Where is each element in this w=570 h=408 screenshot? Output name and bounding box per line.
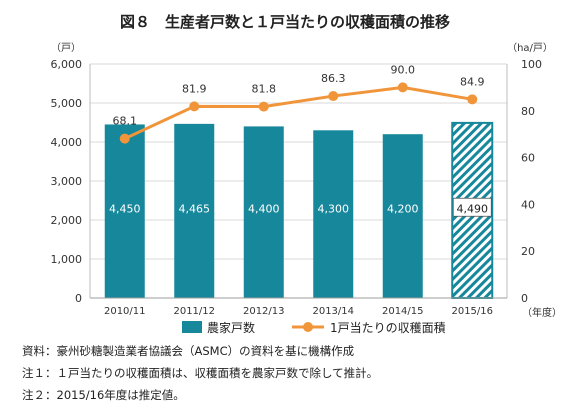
bar-value-label: 4,490: [457, 202, 489, 215]
legend-bar-label: 農家戸数: [207, 320, 255, 335]
x-axis-unit: （年度）: [522, 306, 562, 319]
left-tick-label: 3,000: [51, 175, 83, 188]
chart-title: 図８ 生産者戸数と１戸当たりの収穫面積の推移: [120, 13, 450, 31]
bar: [313, 130, 354, 298]
left-tick-label: 0: [75, 292, 82, 305]
line-value-label: 84.9: [460, 75, 485, 88]
right-tick-label: 80: [521, 105, 535, 118]
left-tick-label: 1,000: [51, 253, 83, 266]
category-label: 2011/12: [173, 306, 215, 317]
right-tick-label: 0: [521, 292, 528, 305]
legend-line-marker: [303, 322, 313, 332]
left-tick-label: 6,000: [51, 58, 83, 71]
bar-value-label: 4,400: [248, 202, 280, 215]
area-line: [124, 85, 473, 141]
bar-label-box: [452, 197, 492, 217]
bar: [382, 134, 423, 298]
line-point: [258, 101, 269, 112]
line-point: [397, 82, 408, 93]
notes: 資料：豪州砂糖製造業者協議会（ASMC）の資料を基に機構作成 注１：１戸当たりの…: [22, 340, 378, 406]
legend-line-label: 1戸当たりの収穫面積: [330, 320, 446, 335]
left-tick-label: 2,000: [51, 214, 83, 227]
right-tick-label: 20: [521, 245, 535, 258]
line-point: [119, 133, 130, 144]
line-value-label: 81.8: [252, 83, 277, 96]
right-tick-label: 40: [521, 198, 535, 211]
gridlines: [90, 63, 507, 299]
line-value-label: 90.0: [391, 63, 416, 76]
legend: 農家戸数 1戸当たりの収穫面積: [182, 320, 446, 335]
bar: [104, 124, 145, 298]
line-value-label: 68.1: [113, 115, 138, 128]
category-label: 2015/16: [451, 306, 493, 317]
right-tick-label: 100: [521, 58, 542, 71]
line-value-label: 81.9: [182, 82, 207, 95]
category-label: 2014/15: [382, 306, 424, 317]
bar-value-label: 4,465: [179, 202, 211, 215]
line-series: 68.1 81.9 81.8 86.3 90.0 84.9: [113, 63, 485, 144]
legend-bar-swatch: [182, 321, 202, 333]
bar-value-label: 4,450: [109, 202, 141, 215]
line-value-label: 86.3: [321, 72, 346, 85]
line-point: [189, 101, 200, 112]
line-point: [467, 94, 478, 105]
line-point: [328, 91, 339, 102]
bar: [174, 123, 215, 299]
source-note: 資料：豪州砂糖製造業者協議会（ASMC）の資料を基に機構作成: [22, 344, 355, 358]
bar-value-label: 4,300: [318, 202, 350, 215]
right-axis-unit: （ha/戸）: [507, 42, 553, 54]
category-label: 2010/11: [104, 306, 146, 317]
left-tick-label: 5,000: [51, 97, 83, 110]
bar-value-label: 4,200: [387, 202, 419, 215]
left-tick-label: 4,000: [51, 136, 83, 149]
axes: 0 1,000 2,000 3,000 4,000 5,000 6,000 0 20 40 60 80…: [51, 58, 543, 317]
note-1: 注１：１戸当たりの収穫面積は、収穫面積を農家戸数で除して推計。: [22, 366, 379, 380]
category-label: 2012/13: [243, 306, 285, 317]
note-2: 注２：2015/16年度は推定値。: [22, 388, 185, 402]
category-label: 2013/14: [312, 306, 354, 317]
left-axis-unit: （戸）: [51, 42, 81, 54]
right-tick-label: 60: [521, 152, 535, 165]
bar-series: 4,450 4,465 4,400 4,300 4,200 4,490: [104, 121, 494, 299]
bar: [243, 126, 284, 299]
